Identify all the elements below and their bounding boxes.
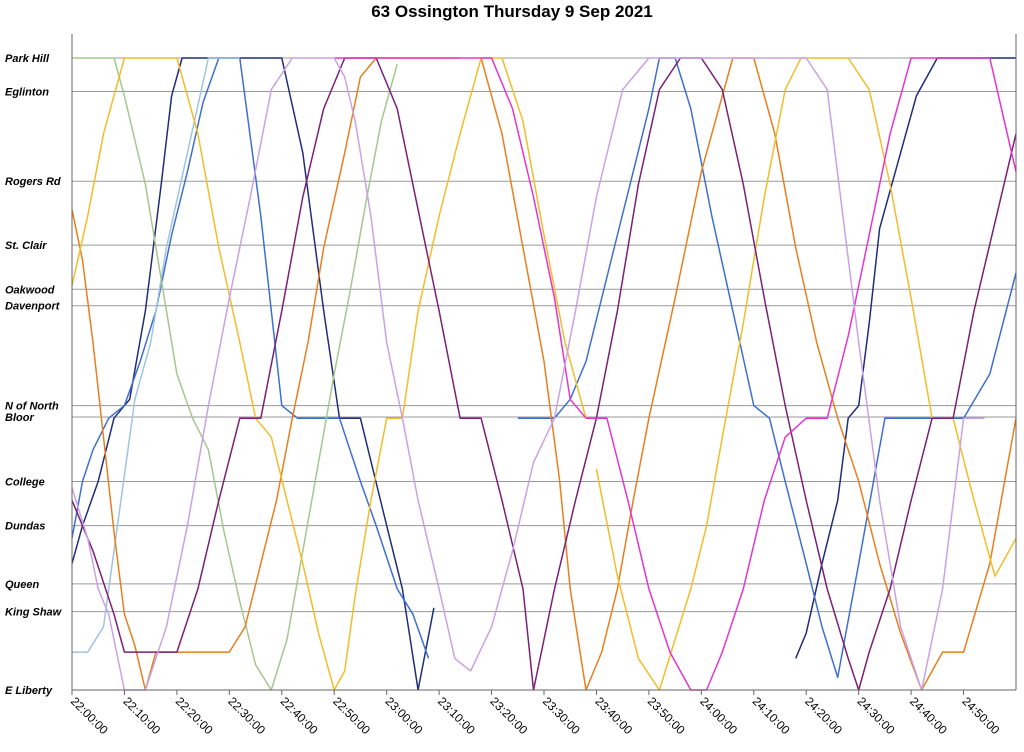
stop-label: Rogers Rd — [5, 176, 61, 188]
x-tick-label: 23:00:00 — [383, 694, 426, 737]
series-line-vehicle-15 — [469, 57, 985, 691]
x-tick-label: 22:50:00 — [330, 694, 373, 737]
stop-label: Oakwood — [5, 284, 55, 296]
x-tick-label: 24:00:00 — [697, 694, 740, 737]
axis-layer — [71, 34, 1017, 695]
x-tick-label: 22:40:00 — [278, 694, 321, 737]
series-line-vehicle-12 — [700, 57, 1017, 691]
series-line-vehicle-10 — [595, 57, 1017, 691]
series-line-vehicle-6 — [72, 57, 398, 691]
time-tick-labels: 22:00:00 22:10:00 22:20:00 22:30:00 22:40:00… — [68, 694, 1003, 737]
series-line-vehicle-8 — [480, 57, 1017, 691]
series-line-vehicle-3 — [71, 57, 430, 659]
stop-label: Eglinton — [5, 86, 49, 98]
series-layer — [71, 57, 1017, 691]
x-tick-label: 23:10:00 — [435, 694, 478, 737]
stop-label: N of North — [5, 401, 59, 413]
stop-label: College — [5, 476, 45, 488]
series-line-vehicle-13 — [334, 57, 1017, 691]
series-line-vehicle-9 — [71, 57, 587, 691]
x-tick-label: 23:20:00 — [487, 694, 530, 737]
series-line-vehicle-2 — [795, 57, 1016, 659]
series-line-vehicle-7 — [71, 57, 461, 691]
stop-label: Dundas — [5, 521, 45, 533]
x-tick-label: 23:40:00 — [592, 694, 635, 737]
series-line-vehicle-14 — [71, 57, 472, 691]
x-tick-label: 24:50:00 — [959, 694, 1002, 737]
x-tick-label: 22:00:00 — [68, 694, 111, 737]
x-tick-label: 22:10:00 — [120, 694, 163, 737]
series-line-vehicle-4 — [517, 57, 1017, 679]
x-tick-label: 22:20:00 — [173, 694, 216, 737]
x-tick-label: 24:20:00 — [802, 694, 845, 737]
stop-labels: Park Hill Eglinton Rogers Rd St. Clair Oakwo… — [5, 53, 63, 697]
x-tick-label: 24:30:00 — [855, 694, 898, 737]
series-line-vehicle-5 — [72, 57, 240, 653]
grid-layer — [72, 57, 1016, 691]
x-tick-label: 23:50:00 — [645, 694, 688, 737]
stop-label: King Shaw — [5, 607, 63, 619]
stop-label: Bloor — [5, 412, 34, 424]
x-tick-label: 23:30:00 — [540, 694, 583, 737]
stop-label: Davenport — [5, 301, 61, 313]
chart-title: 63 Ossington Thursday 9 Sep 2021 — [371, 2, 653, 21]
x-tick-label: 22:30:00 — [225, 694, 268, 737]
stop-label: Park Hill — [5, 53, 50, 65]
stop-label: St. Clair — [5, 240, 47, 252]
stop-label: E Liberty — [5, 685, 53, 697]
x-tick-label: 24:10:00 — [750, 694, 793, 737]
stop-label: Queen — [5, 579, 40, 591]
x-tick-label: 24:40:00 — [907, 694, 950, 737]
